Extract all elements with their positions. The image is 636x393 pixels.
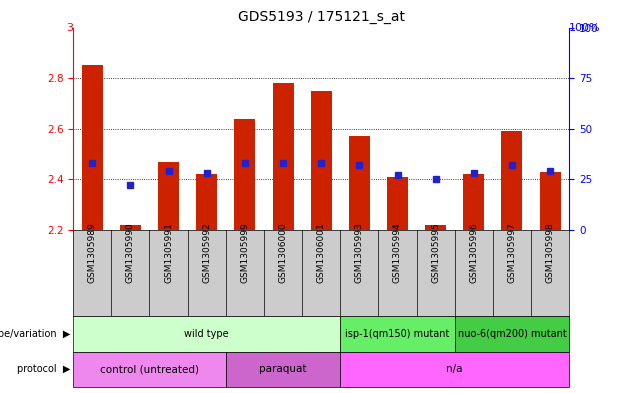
Bar: [387, 177, 408, 230]
Bar: [463, 174, 485, 230]
Text: 3: 3: [66, 22, 73, 33]
Text: 100%: 100%: [569, 22, 601, 33]
Text: genotype/variation  ▶: genotype/variation ▶: [0, 329, 70, 339]
Bar: [349, 136, 370, 230]
Bar: [81, 66, 103, 230]
Bar: [501, 131, 523, 230]
Text: paraquat: paraquat: [259, 364, 307, 375]
Bar: [197, 174, 218, 230]
Text: isp-1(qm150) mutant: isp-1(qm150) mutant: [345, 329, 450, 339]
Text: nuo-6(qm200) mutant: nuo-6(qm200) mutant: [458, 329, 566, 339]
Bar: [311, 91, 332, 230]
Text: protocol  ▶: protocol ▶: [17, 364, 70, 375]
Text: wild type: wild type: [184, 329, 229, 339]
Bar: [425, 225, 446, 230]
Title: GDS5193 / 175121_s_at: GDS5193 / 175121_s_at: [238, 10, 404, 24]
Bar: [235, 119, 256, 230]
Text: n/a: n/a: [446, 364, 463, 375]
Text: control (untreated): control (untreated): [100, 364, 199, 375]
Bar: [158, 162, 179, 230]
Bar: [273, 83, 294, 230]
Bar: [120, 225, 141, 230]
Bar: [540, 172, 561, 230]
